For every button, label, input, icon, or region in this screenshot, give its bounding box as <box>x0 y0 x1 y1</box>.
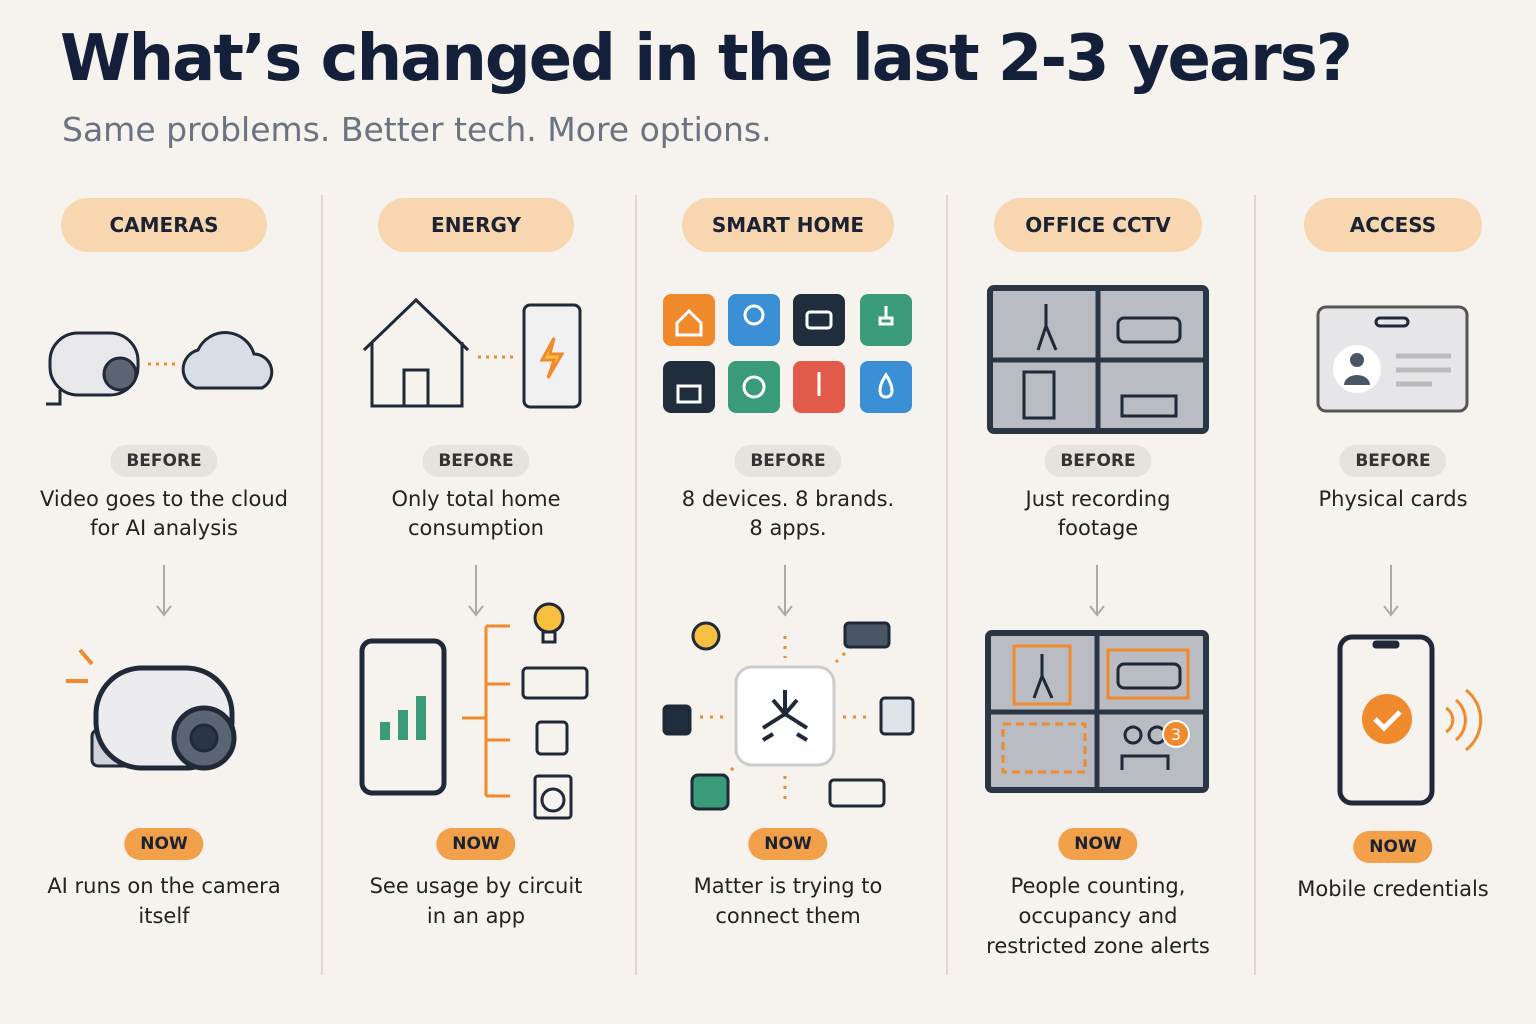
before-label: BEFORE <box>110 445 218 477</box>
now-label: NOW <box>124 828 204 860</box>
before-text: Just recording footage <box>1025 487 1171 540</box>
now-text: People counting, occupancy and restricte… <box>986 874 1210 958</box>
title: What’s changed in the last 2-3 years? <box>60 22 1353 96</box>
category-pill: ACCESS <box>1304 198 1482 252</box>
category-pill: OFFICE CCTV <box>994 198 1202 252</box>
now-text: AI runs on the camera itself <box>47 874 281 928</box>
now-label: NOW <box>436 828 516 860</box>
now-label: NOW <box>1058 828 1138 860</box>
now-text: See usage by circuit in an app <box>369 874 583 928</box>
category-pill: CAMERAS <box>61 198 267 252</box>
now-text: Matter is trying to connect them <box>693 874 883 928</box>
subtitle: Same problems. Better tech. More options… <box>62 110 772 149</box>
badge: 3 <box>1171 725 1181 744</box>
before-label: BEFORE <box>734 445 842 477</box>
before-text: 8 devices. 8 brands. 8 apps. <box>681 487 895 540</box>
before-label: BEFORE <box>422 445 530 477</box>
now-label: NOW <box>748 828 828 860</box>
before-text: Video goes to the cloud for AI analysis <box>40 487 288 540</box>
now-label: NOW <box>1353 831 1433 863</box>
now-text: Mobile credentials <box>1297 877 1489 901</box>
category-pill: ENERGY <box>378 198 574 252</box>
before-text: Only total home consumption <box>391 487 561 540</box>
category-pill: SMART HOME <box>682 198 894 252</box>
before-label: BEFORE <box>1339 445 1447 477</box>
before-text: Physical cards <box>1318 487 1468 511</box>
before-label: BEFORE <box>1044 445 1152 477</box>
